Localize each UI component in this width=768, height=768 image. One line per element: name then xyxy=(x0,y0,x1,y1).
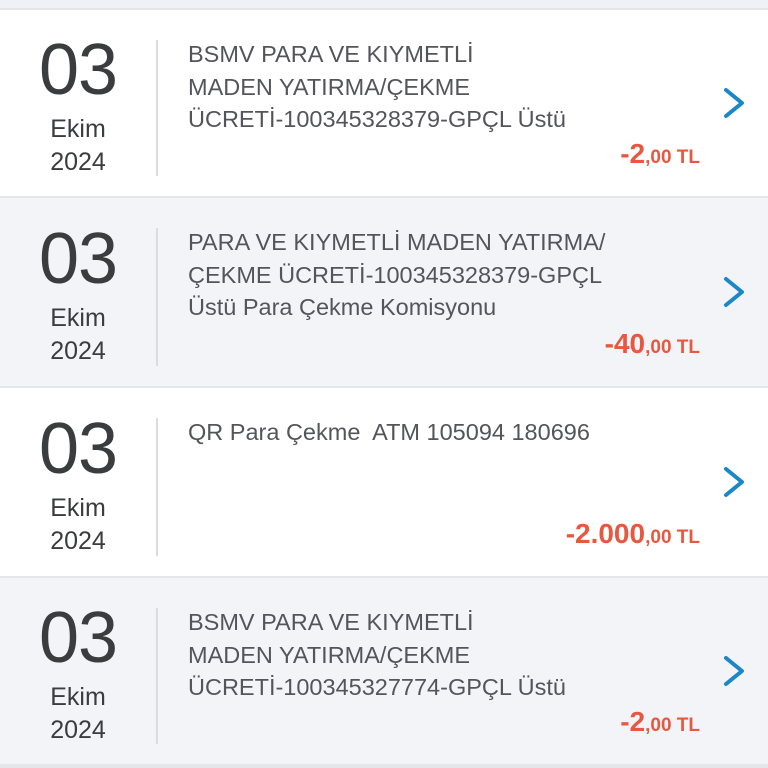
amount-main: -2 xyxy=(620,138,646,169)
chevron-right-icon[interactable] xyxy=(721,275,747,309)
date-year: 2024 xyxy=(50,336,106,365)
transaction-amount: -2.000,00 TL xyxy=(188,519,700,554)
date-day: 03 xyxy=(38,597,118,678)
amount-main: -2.000 xyxy=(565,518,646,549)
transaction-amount: -40,00 TL xyxy=(188,329,700,364)
transaction-content: BSMV PARA VE KIYMETLİ MADEN YATIRMA/ÇEKM… xyxy=(158,578,700,764)
previous-row-edge xyxy=(0,0,768,10)
date-month: Ekim xyxy=(50,493,106,522)
date-month: Ekim xyxy=(50,303,106,332)
transaction-description: BSMV PARA VE KIYMETLİ MADEN YATIRMA/ÇEKM… xyxy=(188,609,566,700)
transaction-date: 03 Ekim 2024 xyxy=(0,198,156,386)
amount-fraction: ,00 TL xyxy=(645,337,700,358)
amount-fraction: ,00 TL xyxy=(645,147,700,168)
date-month: Ekim xyxy=(50,114,106,143)
amount-main: -40 xyxy=(604,328,646,359)
vertical-divider xyxy=(156,608,158,744)
amount-fraction: ,00 TL xyxy=(645,527,700,548)
transaction-content: BSMV PARA VE KIYMETLİ MADEN YATIRMA/ÇEKM… xyxy=(158,10,700,196)
transaction-description: BSMV PARA VE KIYMETLİ MADEN YATIRMA/ÇEKM… xyxy=(188,41,566,132)
transaction-content: PARA VE KIYMETLİ MADEN YATIRMA/ ÇEKME ÜC… xyxy=(158,198,700,386)
date-year: 2024 xyxy=(50,526,106,555)
transaction-row[interactable]: 03 Ekim 2024 QR Para Çekme ATM 105094 18… xyxy=(0,388,768,578)
transaction-row[interactable]: 03 Ekim 2024 BSMV PARA VE KIYMETLİ MADEN… xyxy=(0,578,768,764)
transaction-amount: -2,00 TL xyxy=(188,139,700,174)
amount-fraction: ,00 TL xyxy=(645,715,700,736)
chevron-right-icon[interactable] xyxy=(721,86,747,120)
date-day: 03 xyxy=(38,408,118,489)
date-day: 03 xyxy=(38,29,118,110)
chevron-container xyxy=(700,578,768,764)
date-year: 2024 xyxy=(50,147,106,176)
date-day: 03 xyxy=(38,218,118,299)
transaction-date: 03 Ekim 2024 xyxy=(0,10,156,196)
chevron-container xyxy=(700,388,768,576)
transaction-description: QR Para Çekme ATM 105094 180696 xyxy=(188,419,590,445)
vertical-divider xyxy=(156,40,158,176)
transaction-row[interactable]: 03 Ekim 2024 BSMV PARA VE KIYMETLİ MADEN… xyxy=(0,10,768,198)
date-year: 2024 xyxy=(50,715,106,744)
next-row-edge xyxy=(0,764,768,768)
chevron-container xyxy=(700,198,768,386)
transaction-content: QR Para Çekme ATM 105094 180696 -2.000,0… xyxy=(158,388,700,576)
chevron-container xyxy=(700,10,768,196)
date-month: Ekim xyxy=(50,682,106,711)
transaction-date: 03 Ekim 2024 xyxy=(0,388,156,576)
transaction-row[interactable]: 03 Ekim 2024 PARA VE KIYMETLİ MADEN YATI… xyxy=(0,198,768,388)
transaction-amount: -2,00 TL xyxy=(188,707,700,742)
amount-main: -2 xyxy=(620,706,646,737)
transaction-description: PARA VE KIYMETLİ MADEN YATIRMA/ ÇEKME ÜC… xyxy=(188,229,606,320)
vertical-divider xyxy=(156,418,158,556)
transaction-date: 03 Ekim 2024 xyxy=(0,578,156,764)
vertical-divider xyxy=(156,228,158,366)
chevron-right-icon[interactable] xyxy=(721,465,747,499)
chevron-right-icon[interactable] xyxy=(721,654,747,688)
